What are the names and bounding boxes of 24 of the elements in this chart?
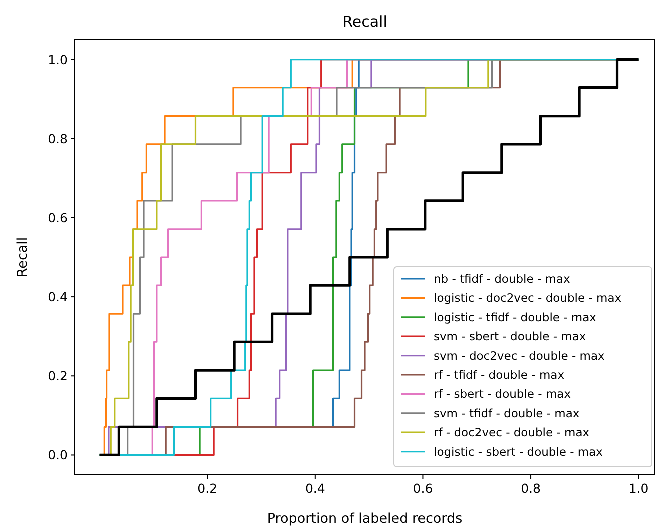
x-tick-label: 0.4 <box>305 481 326 496</box>
x-tick-label: 0.6 <box>413 481 434 496</box>
legend-label: logistic - doc2vec - double - max <box>434 291 622 306</box>
x-tick-label: 1.0 <box>628 481 649 496</box>
legend-label: rf - sbert - double - max <box>434 387 572 402</box>
legend-label: rf - tfidf - double - max <box>434 368 565 382</box>
legend-label: svm - doc2vec - double - max <box>434 348 606 363</box>
y-tick-label: 0.0 <box>48 448 68 463</box>
x-axis-title: Proportion of labeled records <box>267 511 463 527</box>
x-tick-label: 0.8 <box>521 481 542 496</box>
legend-label: nb - tfidf - double - max <box>434 272 571 286</box>
legend-label: rf - doc2vec - double - max <box>434 426 590 440</box>
legend-label: logistic - sbert - double - max <box>434 444 604 459</box>
legend-label: svm - sbert - double - max <box>434 330 586 344</box>
chart-title: Recall <box>342 13 388 31</box>
y-tick-label: 0.4 <box>48 290 68 305</box>
legend-label: logistic - tfidf - double - max <box>434 310 597 324</box>
y-axis-title: Recall <box>15 237 31 278</box>
legend-label: svm - tfidf - double - max <box>434 406 580 420</box>
y-tick-label: 0.2 <box>48 368 68 384</box>
y-tick-label: 0.6 <box>48 210 68 226</box>
x-tick-label: 0.2 <box>198 481 218 496</box>
y-tick-label: 1.0 <box>48 52 68 68</box>
y-tick-label: 0.8 <box>48 131 68 146</box>
